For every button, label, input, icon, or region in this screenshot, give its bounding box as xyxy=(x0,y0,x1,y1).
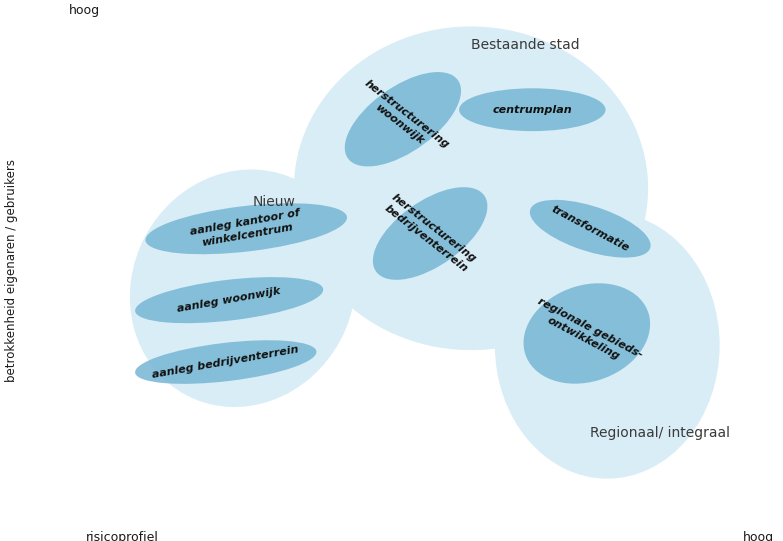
Ellipse shape xyxy=(130,169,355,407)
Ellipse shape xyxy=(345,72,461,167)
Text: betrokkenheid eigenaren / gebruikers: betrokkenheid eigenaren / gebruikers xyxy=(5,159,18,382)
Text: aanleg woonwijk: aanleg woonwijk xyxy=(177,286,282,314)
Ellipse shape xyxy=(294,27,648,350)
Ellipse shape xyxy=(373,187,487,280)
Text: Nieuw: Nieuw xyxy=(253,195,296,209)
Text: regionale gebieds-
ontwikkeling: regionale gebieds- ontwikkeling xyxy=(530,296,644,371)
Text: aanleg bedrijventerrein: aanleg bedrijventerrein xyxy=(152,344,300,380)
Text: herstructurering
woonwijk: herstructurering woonwijk xyxy=(355,78,451,160)
Ellipse shape xyxy=(135,340,316,384)
Text: aanleg kantoor of
winkelcentrum: aanleg kantoor of winkelcentrum xyxy=(189,208,303,249)
Text: transformatie: transformatie xyxy=(550,204,631,254)
Ellipse shape xyxy=(459,88,605,131)
Ellipse shape xyxy=(146,203,347,254)
Text: hoog: hoog xyxy=(69,4,100,17)
Ellipse shape xyxy=(524,283,650,384)
Text: risicoprofiel: risicoprofiel xyxy=(86,531,159,541)
Text: herstructurering
bedrijventerrein: herstructurering bedrijventerrein xyxy=(382,193,478,274)
Ellipse shape xyxy=(530,200,651,258)
Text: Regionaal/ integraal: Regionaal/ integraal xyxy=(590,426,731,440)
Text: hoog: hoog xyxy=(743,531,774,541)
Text: Bestaande stad: Bestaande stad xyxy=(471,38,579,52)
Text: centrumplan: centrumplan xyxy=(493,105,572,115)
Ellipse shape xyxy=(135,277,323,323)
Ellipse shape xyxy=(495,212,720,479)
